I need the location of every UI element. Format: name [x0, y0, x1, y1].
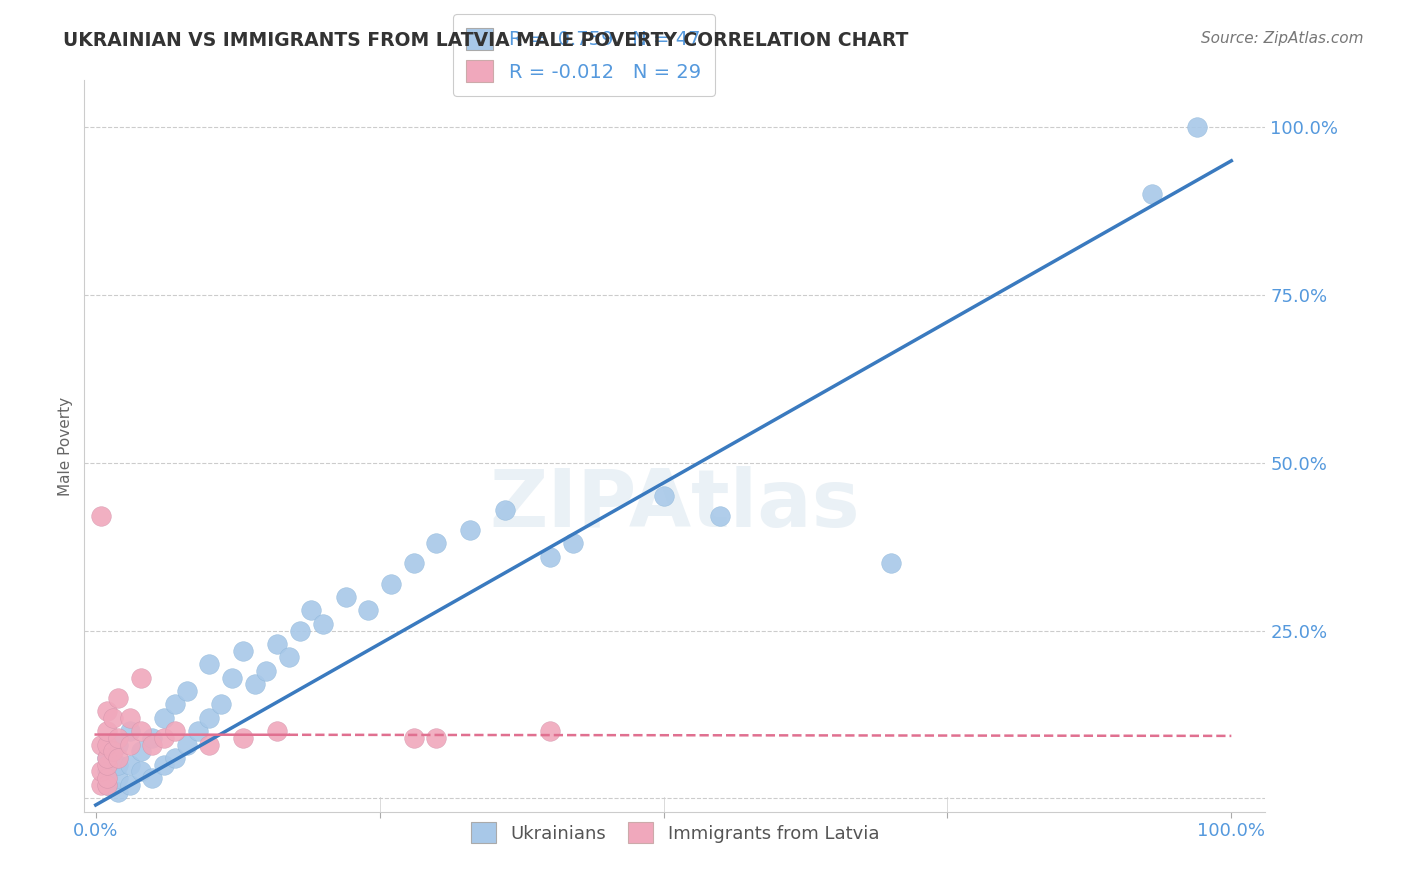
Point — [232, 643, 254, 657]
Point — [254, 664, 277, 678]
Point — [460, 523, 482, 537]
Point — [90, 778, 112, 792]
Point — [301, 603, 323, 617]
Point — [96, 778, 118, 792]
Point — [198, 738, 221, 752]
Point — [538, 549, 561, 564]
Point — [107, 731, 129, 745]
Point — [141, 731, 163, 745]
Point — [96, 738, 118, 752]
Point — [107, 784, 129, 798]
Point — [165, 724, 187, 739]
Point — [288, 624, 311, 638]
Point — [165, 698, 187, 712]
Point — [96, 704, 118, 718]
Point — [90, 509, 112, 524]
Point — [90, 764, 112, 779]
Point — [118, 711, 141, 725]
Point — [277, 650, 299, 665]
Point — [187, 724, 209, 739]
Point — [1187, 120, 1209, 135]
Point — [425, 536, 447, 550]
Point — [118, 757, 141, 772]
Point — [232, 731, 254, 745]
Point — [312, 616, 335, 631]
Point — [141, 771, 163, 785]
Point — [879, 557, 901, 571]
Point — [141, 738, 163, 752]
Point — [221, 671, 243, 685]
Point — [96, 751, 118, 765]
Point — [561, 536, 583, 550]
Point — [153, 731, 176, 745]
Point — [129, 744, 152, 758]
Point — [209, 698, 232, 712]
Point — [494, 502, 516, 516]
Point — [266, 724, 288, 739]
Point — [129, 764, 152, 779]
Text: ZIPAtlas: ZIPAtlas — [489, 466, 860, 543]
Point — [101, 744, 124, 758]
Point — [538, 724, 561, 739]
Point — [709, 509, 731, 524]
Point — [118, 738, 141, 752]
Point — [129, 724, 152, 739]
Point — [425, 731, 447, 745]
Point — [153, 711, 176, 725]
Point — [96, 724, 118, 739]
Point — [96, 757, 118, 772]
Point — [266, 637, 288, 651]
Point — [165, 751, 187, 765]
Point — [107, 690, 129, 705]
Point — [107, 757, 129, 772]
Point — [176, 684, 198, 698]
Point — [335, 590, 357, 604]
Point — [153, 757, 176, 772]
Point — [96, 778, 118, 792]
Point — [652, 489, 675, 503]
Point — [176, 738, 198, 752]
Point — [118, 778, 141, 792]
Point — [118, 724, 141, 739]
Point — [96, 751, 118, 765]
Point — [380, 576, 402, 591]
Point — [96, 764, 118, 779]
Point — [198, 711, 221, 725]
Point — [96, 771, 118, 785]
Point — [107, 738, 129, 752]
Point — [129, 671, 152, 685]
Point — [402, 731, 425, 745]
Point — [1140, 187, 1163, 202]
Point — [107, 751, 129, 765]
Y-axis label: Male Poverty: Male Poverty — [58, 396, 73, 496]
Point — [198, 657, 221, 671]
Legend: Ukrainians, Immigrants from Latvia: Ukrainians, Immigrants from Latvia — [464, 815, 886, 850]
Text: Source: ZipAtlas.com: Source: ZipAtlas.com — [1201, 31, 1364, 46]
Point — [402, 557, 425, 571]
Text: UKRAINIAN VS IMMIGRANTS FROM LATVIA MALE POVERTY CORRELATION CHART: UKRAINIAN VS IMMIGRANTS FROM LATVIA MALE… — [63, 31, 908, 50]
Point — [107, 771, 129, 785]
Point — [357, 603, 380, 617]
Point — [243, 677, 266, 691]
Point — [101, 711, 124, 725]
Point — [90, 738, 112, 752]
